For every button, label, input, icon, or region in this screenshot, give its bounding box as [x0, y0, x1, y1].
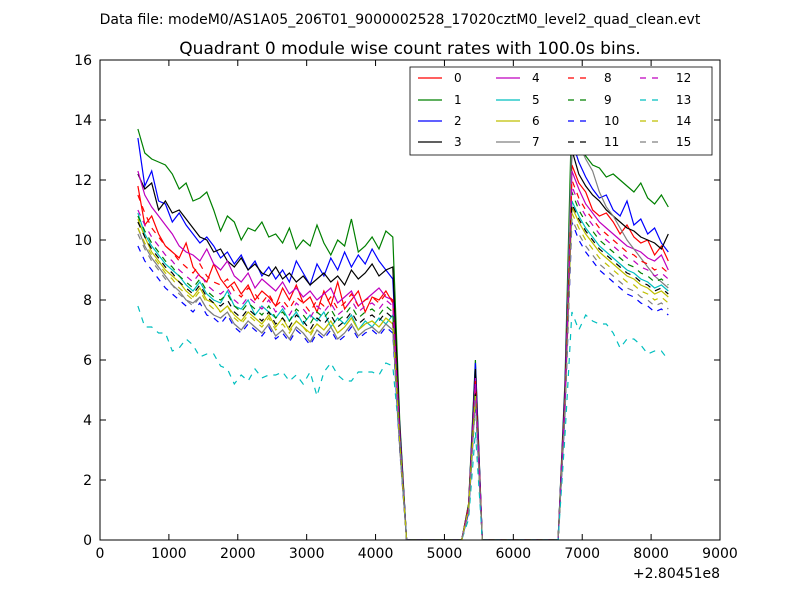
- y-tick-label: 10: [74, 233, 92, 249]
- legend-label-10: 10: [604, 114, 619, 128]
- x-offset-label: +2.80451e8: [633, 566, 720, 582]
- legend-label-8: 8: [604, 71, 612, 85]
- series-line-10: [137, 221, 669, 540]
- x-tick-label: 7000: [564, 546, 600, 562]
- legend-label-1: 1: [454, 93, 462, 107]
- chart-suptitle: Data file: modeM0/AS1A05_206T01_90000025…: [100, 12, 701, 28]
- series-layer: [137, 104, 669, 540]
- legend-label-11: 11: [604, 135, 619, 149]
- x-tick-label: 1000: [151, 546, 187, 562]
- series-line-13: [137, 305, 669, 540]
- series-line-15: [137, 218, 669, 540]
- x-tick-label: 2000: [220, 546, 256, 562]
- y-tick-label: 16: [74, 53, 92, 69]
- x-tick-label: 8000: [633, 546, 669, 562]
- y-tick-label: 12: [74, 173, 92, 189]
- legend-label-12: 12: [676, 71, 691, 85]
- chart-title: Quadrant 0 module wise count rates with …: [179, 39, 640, 59]
- x-tick-label: 6000: [496, 546, 532, 562]
- y-tick-label: 4: [83, 413, 92, 429]
- legend-label-9: 9: [604, 93, 612, 107]
- legend-label-2: 2: [454, 114, 462, 128]
- legend-box: [409, 66, 713, 156]
- legend-label-0: 0: [454, 71, 462, 85]
- x-tick-label: 0: [96, 546, 105, 562]
- y-tick-label: 14: [74, 113, 92, 129]
- x-tick-label: 5000: [427, 546, 463, 562]
- legend-label-4: 4: [532, 71, 540, 85]
- legend-label-13: 13: [676, 93, 691, 107]
- legend-label-14: 14: [676, 114, 691, 128]
- y-tick-label: 6: [83, 353, 92, 369]
- x-tick-label: 4000: [358, 546, 394, 562]
- y-tick-label: 8: [83, 293, 92, 309]
- series-line-8: [137, 179, 669, 540]
- x-tick-label: 3000: [289, 546, 325, 562]
- x-tick-label: 9000: [702, 546, 738, 562]
- legend-label-5: 5: [532, 93, 540, 107]
- x-axis: 0 1000 2000 3000 4000 5000 6000 7000 8000 9000: [96, 60, 738, 562]
- legend-label-6: 6: [532, 114, 540, 128]
- legend-label-3: 3: [454, 135, 462, 149]
- y-tick-label: 0: [83, 533, 92, 549]
- series-line-9: [137, 191, 669, 540]
- legend-label-7: 7: [532, 135, 540, 149]
- y-tick-label: 2: [83, 473, 92, 489]
- legend-label-15: 15: [676, 135, 691, 149]
